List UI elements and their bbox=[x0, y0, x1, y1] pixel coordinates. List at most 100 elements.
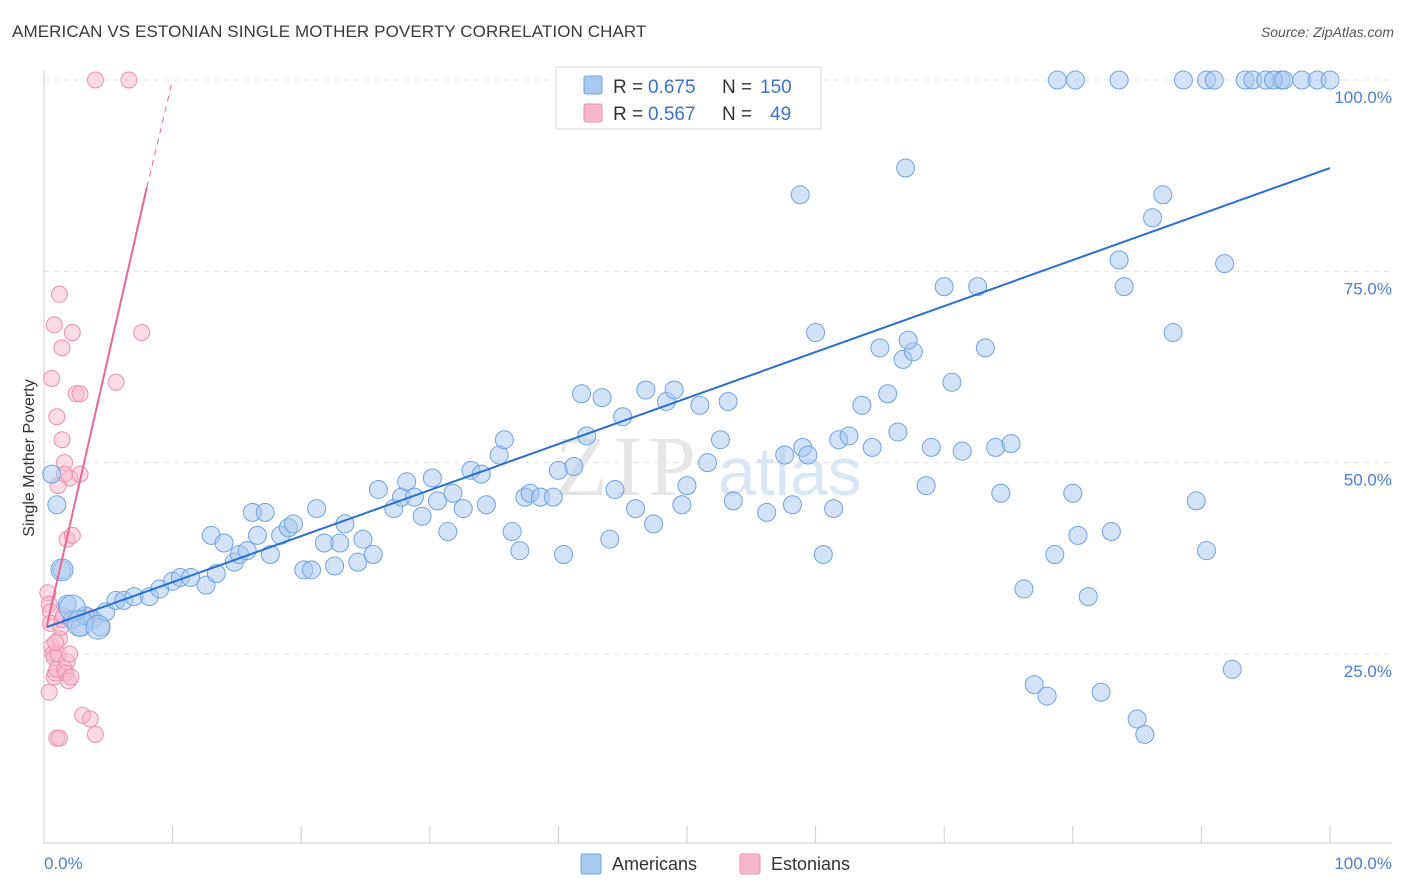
americans-point bbox=[47, 495, 67, 515]
americans-point bbox=[510, 541, 530, 561]
americans-point bbox=[1109, 250, 1129, 270]
americans-point bbox=[502, 522, 522, 542]
americans-point bbox=[1024, 675, 1044, 695]
estonians-point bbox=[48, 408, 66, 426]
americans-point bbox=[1163, 323, 1183, 343]
legend-swatch-estonians bbox=[583, 103, 603, 123]
americans-point bbox=[301, 560, 321, 580]
americans-point bbox=[824, 499, 844, 519]
americans-point bbox=[757, 502, 777, 522]
americans-point bbox=[428, 491, 448, 511]
estonians-trendline bbox=[45, 186, 148, 628]
americans-point bbox=[307, 499, 327, 519]
americans-point bbox=[798, 445, 818, 465]
americans-point bbox=[723, 491, 743, 511]
americans-point bbox=[898, 330, 918, 350]
legend-n-label-estonians: N = bbox=[722, 104, 752, 125]
americans-point bbox=[862, 437, 882, 457]
americans-point bbox=[775, 445, 795, 465]
legend-bottom-label-americans: Americans bbox=[612, 854, 697, 874]
americans-point bbox=[404, 487, 424, 507]
x-ticks bbox=[43, 826, 1331, 843]
americans-points bbox=[42, 70, 1340, 744]
americans-point bbox=[782, 495, 802, 515]
legend-bottom-swatch-estonians bbox=[739, 853, 761, 875]
americans-point bbox=[600, 529, 620, 549]
americans-point bbox=[1091, 682, 1111, 702]
americans-point bbox=[1065, 70, 1085, 90]
americans-point bbox=[896, 158, 916, 178]
americans-point bbox=[453, 499, 473, 519]
americans-point bbox=[870, 338, 890, 358]
americans-point bbox=[255, 502, 275, 522]
legend-n-value-americans: 150 bbox=[760, 77, 792, 98]
legend-swatch-americans bbox=[583, 75, 603, 95]
americans-point bbox=[543, 487, 563, 507]
americans-point bbox=[494, 430, 514, 450]
estonians-point bbox=[43, 369, 61, 387]
americans-point bbox=[353, 529, 373, 549]
americans-point bbox=[1186, 491, 1206, 511]
americans-point bbox=[888, 422, 908, 442]
estonians-point bbox=[86, 725, 104, 743]
americans-point bbox=[952, 441, 972, 461]
americans-point bbox=[42, 464, 62, 484]
americans-point bbox=[237, 541, 257, 561]
americans-point bbox=[878, 384, 898, 404]
americans-point bbox=[397, 472, 417, 492]
americans-point bbox=[613, 407, 633, 427]
americans-point bbox=[672, 495, 692, 515]
estonians-point bbox=[120, 71, 138, 89]
source-label: Source: ZipAtlas.com bbox=[1260, 24, 1394, 40]
americans-point bbox=[1047, 70, 1067, 90]
americans-point bbox=[1068, 525, 1088, 545]
americans-point bbox=[839, 426, 859, 446]
americans-point bbox=[690, 395, 710, 415]
estonians-point bbox=[50, 285, 68, 303]
americans-point bbox=[1222, 659, 1242, 679]
estonians-trendline-extension bbox=[146, 79, 174, 188]
americans-point bbox=[790, 185, 810, 205]
americans-point bbox=[348, 552, 368, 572]
americans-point bbox=[422, 468, 442, 488]
legend-bottom-label-estonians: Estonians bbox=[771, 854, 850, 874]
legend-bottom-swatch-americans bbox=[580, 853, 602, 875]
y-axis-label: Single Mother Poverty bbox=[21, 379, 38, 536]
americans-point bbox=[664, 380, 684, 400]
legend-top: R = 0.675 N = 150 R = 0.567 N = 49 bbox=[555, 66, 822, 130]
americans-point bbox=[260, 545, 280, 565]
estonians-point bbox=[133, 324, 151, 342]
americans-point bbox=[677, 476, 697, 496]
americans-point bbox=[1215, 254, 1235, 274]
americans-point bbox=[330, 533, 350, 553]
y-tick-label-50: 50.0% bbox=[1344, 471, 1392, 490]
americans-point bbox=[564, 456, 584, 476]
estonians-point bbox=[61, 645, 79, 663]
x-tick-label-100: 100.0% bbox=[1334, 854, 1392, 873]
americans-point bbox=[1101, 522, 1121, 542]
americans-point bbox=[592, 388, 612, 408]
americans-point bbox=[636, 380, 656, 400]
americans-point bbox=[1078, 587, 1098, 607]
estonians-point bbox=[50, 729, 68, 747]
estonians-points bbox=[39, 71, 151, 747]
estonians-point bbox=[86, 71, 104, 89]
americans-point bbox=[325, 556, 345, 576]
americans-point bbox=[1204, 70, 1224, 90]
americans-point bbox=[1127, 709, 1147, 729]
estonians-point bbox=[62, 668, 80, 686]
americans-point bbox=[476, 495, 496, 515]
legend-r-label-estonians: R = bbox=[613, 104, 643, 125]
americans-point bbox=[368, 479, 388, 499]
americans-point bbox=[644, 514, 664, 534]
axes bbox=[43, 70, 1392, 844]
estonians-point bbox=[40, 683, 58, 701]
americans-point bbox=[247, 525, 267, 545]
americans-point bbox=[1197, 541, 1217, 561]
estonians-point bbox=[53, 431, 71, 449]
y-tick-labels: 25.0% 50.0% 75.0% 100.0% bbox=[1334, 88, 1392, 681]
americans-point bbox=[283, 514, 303, 534]
estonians-point bbox=[107, 373, 125, 391]
americans-point bbox=[942, 372, 962, 392]
